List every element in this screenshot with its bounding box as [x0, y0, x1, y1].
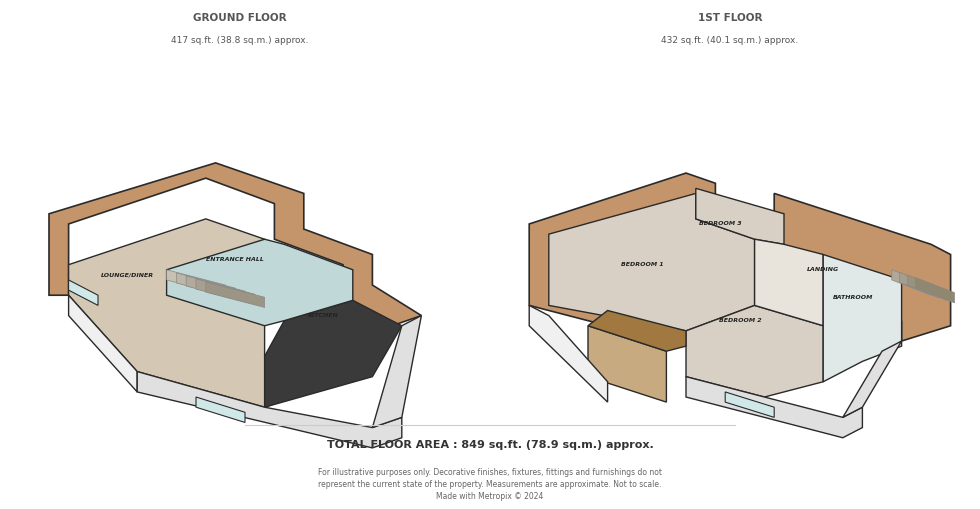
- Polygon shape: [529, 305, 608, 402]
- Polygon shape: [529, 173, 951, 356]
- Text: BEDROOM 1: BEDROOM 1: [620, 262, 663, 267]
- Polygon shape: [49, 163, 421, 326]
- Polygon shape: [265, 300, 402, 407]
- Text: 432 sq.ft. (40.1 sq.m.) approx.: 432 sq.ft. (40.1 sq.m.) approx.: [662, 36, 799, 45]
- Text: For illustrative purposes only. Decorative finishes, fixtures, fittings and furn: For illustrative purposes only. Decorati…: [318, 468, 662, 477]
- Polygon shape: [755, 239, 823, 326]
- Polygon shape: [69, 219, 323, 407]
- Polygon shape: [196, 279, 255, 304]
- Polygon shape: [69, 280, 98, 305]
- Text: Made with Metropix © 2024: Made with Metropix © 2024: [436, 492, 544, 501]
- Polygon shape: [186, 276, 245, 301]
- Text: LOUNGE/DINER: LOUNGE/DINER: [101, 272, 154, 277]
- Polygon shape: [588, 310, 686, 351]
- Polygon shape: [372, 316, 421, 428]
- Polygon shape: [167, 270, 225, 295]
- Polygon shape: [892, 270, 931, 295]
- Polygon shape: [823, 254, 902, 382]
- Polygon shape: [549, 193, 755, 331]
- Text: TOTAL FLOOR AREA : 849 sq.ft. (78.9 sq.m.) approx.: TOTAL FLOOR AREA : 849 sq.ft. (78.9 sq.m…: [326, 440, 654, 450]
- Polygon shape: [696, 188, 784, 244]
- Text: represent the current state of the property. Measurements are approximate. Not t: represent the current state of the prope…: [318, 480, 662, 489]
- Polygon shape: [907, 275, 947, 300]
- Text: ENTRANCE HALL: ENTRANCE HALL: [206, 257, 265, 262]
- Polygon shape: [900, 272, 939, 298]
- Polygon shape: [915, 277, 955, 303]
- Polygon shape: [137, 372, 402, 448]
- Polygon shape: [686, 305, 823, 397]
- Text: BATHROOM: BATHROOM: [832, 295, 873, 300]
- Polygon shape: [686, 377, 862, 438]
- Text: BEDROOM 3: BEDROOM 3: [699, 221, 742, 227]
- Text: BEDROOM 2: BEDROOM 2: [718, 318, 761, 323]
- Polygon shape: [843, 341, 902, 417]
- Polygon shape: [69, 295, 137, 392]
- Polygon shape: [588, 326, 666, 402]
- Polygon shape: [167, 239, 353, 326]
- Text: LANDING: LANDING: [808, 267, 839, 272]
- Text: KITCHEN: KITCHEN: [308, 313, 339, 318]
- Polygon shape: [196, 397, 245, 422]
- Text: 417 sq.ft. (38.8 sq.m.) approx.: 417 sq.ft. (38.8 sq.m.) approx.: [172, 36, 309, 45]
- Text: GROUND FLOOR: GROUND FLOOR: [193, 13, 287, 23]
- Polygon shape: [725, 392, 774, 417]
- Polygon shape: [176, 273, 235, 298]
- Polygon shape: [206, 282, 265, 307]
- Text: 1ST FLOOR: 1ST FLOOR: [698, 13, 762, 23]
